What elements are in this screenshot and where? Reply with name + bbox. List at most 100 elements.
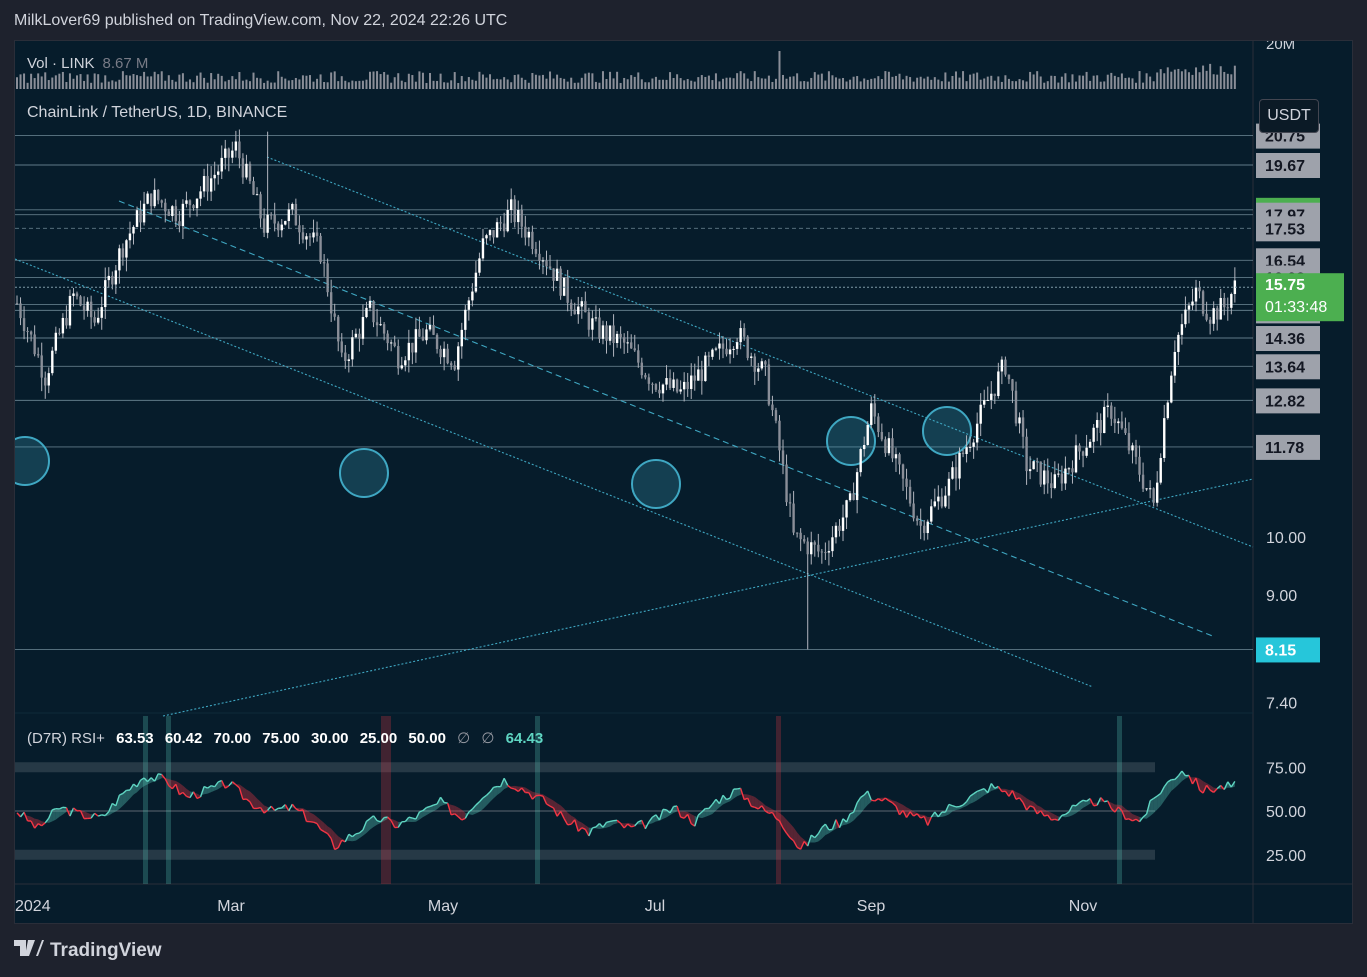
candle-body <box>570 302 573 310</box>
rsi-line-segment <box>514 788 519 793</box>
candle <box>1057 463 1060 478</box>
chart-panel[interactable]: 20.7519.6718.1317.9717.5316.5416.0315.26… <box>14 40 1353 924</box>
volume-bar <box>785 78 788 89</box>
rsi-line-segment <box>849 811 854 815</box>
rsi-line-segment <box>186 795 191 799</box>
rsi-line-segment <box>426 805 431 809</box>
price-tag-label: 19.67 <box>1265 158 1305 175</box>
rsi-line-segment <box>1128 818 1133 822</box>
candle-body <box>619 333 622 338</box>
candle-body <box>845 500 848 518</box>
candle <box>637 344 640 368</box>
candle <box>908 479 912 507</box>
rsi-line-segment <box>574 819 579 832</box>
volume-bar <box>457 82 460 89</box>
candle <box>570 299 573 317</box>
volume-bar <box>199 72 202 89</box>
candle-body <box>506 209 509 232</box>
candle-body <box>347 359 351 361</box>
rsi-line-segment <box>814 833 819 839</box>
candle-body <box>944 495 947 507</box>
rsi-line-segment <box>559 811 565 819</box>
candle <box>1117 418 1120 434</box>
rsi-fill-segment <box>497 786 501 796</box>
volume-bar <box>132 74 135 89</box>
candle <box>379 316 382 326</box>
candle <box>718 332 721 360</box>
rsi-line-segment <box>711 798 717 805</box>
rsi-fill-segment <box>246 789 250 802</box>
volume-bar <box>824 80 827 89</box>
candle <box>234 130 238 158</box>
candle-body <box>873 403 876 417</box>
candle <box>209 166 213 202</box>
rsi-line-segment <box>838 818 844 829</box>
candle <box>1099 413 1102 446</box>
candle-body <box>517 209 520 223</box>
candle <box>89 295 93 329</box>
rsi-line-segment <box>511 787 515 790</box>
volume-bar <box>1039 76 1042 89</box>
rsi-line-segment <box>422 807 427 812</box>
candle-body <box>298 225 301 233</box>
volume-bar <box>37 73 40 89</box>
candle <box>280 219 283 238</box>
candle <box>107 267 110 288</box>
rsi-line-segment <box>221 780 226 789</box>
candle-body <box>1138 456 1141 475</box>
price-tag-14: 8.15 <box>1256 637 1320 663</box>
candle <box>142 191 146 226</box>
candle-body <box>135 210 139 227</box>
candle <box>157 189 160 205</box>
rsi-line-segment <box>164 778 170 787</box>
rsi-line-segment <box>44 817 50 824</box>
tradingview-footer[interactable]: TradingView <box>14 938 162 964</box>
rsi-line-segment <box>1100 797 1105 803</box>
candle <box>227 147 230 172</box>
candle <box>912 491 915 522</box>
rsi-line-segment <box>330 838 336 850</box>
candle-body <box>474 272 478 292</box>
rsi-line-segment <box>888 800 893 804</box>
rsi-fill-segment <box>186 788 190 798</box>
rsi-fill-segment <box>754 796 759 809</box>
volume-bar <box>188 79 191 89</box>
volume-bar <box>838 78 841 89</box>
volume-bar <box>697 77 700 89</box>
volume-bar <box>601 71 604 89</box>
candle-body <box>375 322 379 326</box>
candle-body <box>209 178 213 192</box>
rsi-line-segment <box>1142 813 1148 818</box>
candle <box>690 363 693 399</box>
volume-bar <box>312 81 315 89</box>
rsi-fill-segment <box>864 790 868 809</box>
rsi-fill-segment <box>673 806 678 813</box>
volume-bar <box>1071 74 1074 89</box>
candle <box>1223 292 1226 316</box>
candle-body <box>308 236 312 238</box>
candle-body <box>269 214 273 216</box>
rsi-line-segment <box>952 805 957 808</box>
rsi-line-segment <box>446 802 452 816</box>
rsi-line-segment <box>316 823 322 830</box>
volume-bar <box>1145 73 1148 89</box>
rsi-line-segment <box>891 802 897 807</box>
candle-body <box>520 209 523 227</box>
symbol-legend[interactable]: ChainLink / TetherUS, 1D, BINANCE <box>27 104 288 121</box>
rsi-line-segment <box>655 814 661 821</box>
rsi-line-segment <box>754 806 759 810</box>
rsi-line-segment <box>65 807 71 817</box>
rsi-line-segment <box>757 805 763 810</box>
candle-body <box>781 450 785 465</box>
candle <box>1018 412 1021 434</box>
currency-button[interactable]: USDT <box>1259 99 1319 133</box>
rsi-line-segment <box>34 823 39 829</box>
candle <box>630 334 633 349</box>
candle-body <box>919 520 922 526</box>
rsi-line-segment <box>694 814 699 827</box>
volume-bar <box>623 77 626 89</box>
volume-bar <box>746 78 749 89</box>
candle-body <box>1106 405 1109 407</box>
chart-svg[interactable]: 20.7519.6718.1317.9717.5316.5416.0315.26… <box>15 41 1352 923</box>
candle <box>393 335 396 348</box>
